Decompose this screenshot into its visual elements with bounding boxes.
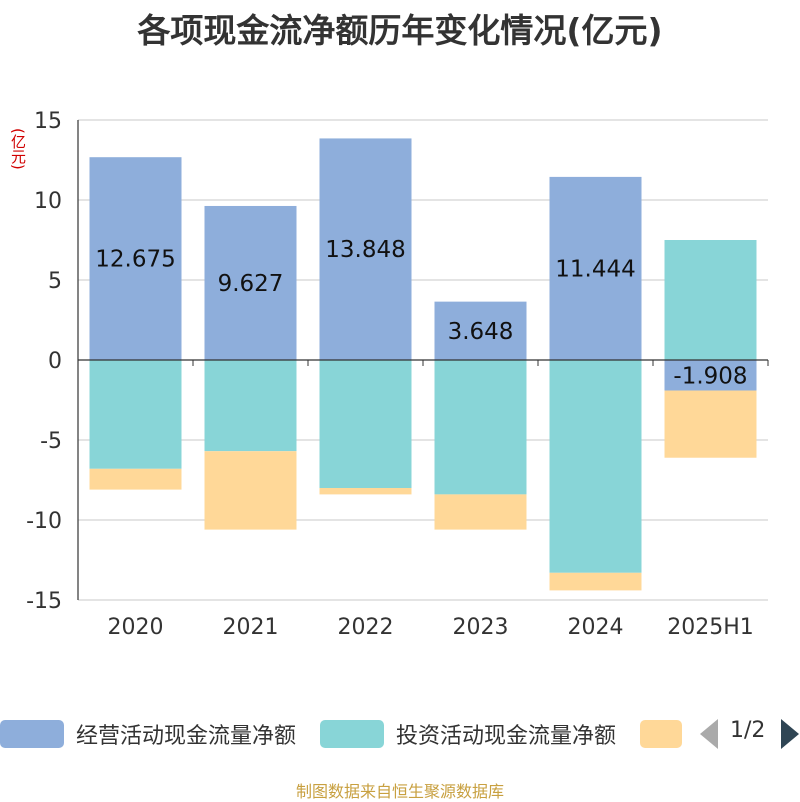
- legend-prev-page-icon[interactable]: [700, 719, 718, 749]
- legend-page-indicator: 1/2: [730, 718, 766, 743]
- x-tick-label: 2023: [453, 615, 509, 640]
- legend-label-operating: 经营活动现金流量净额: [76, 724, 297, 749]
- data-labels: 12.675 9.627 13.848 3.648 11.444 -1.908: [95, 237, 747, 389]
- data-label: 3.648: [448, 319, 514, 345]
- source-note: 制图数据来自恒生聚源数据库: [295, 782, 504, 801]
- data-label: -1.908: [673, 363, 747, 389]
- y-axis-unit-label: (亿元): [9, 128, 27, 170]
- y-tick-label: -10: [26, 509, 62, 534]
- bar-investing-2020: [89, 360, 182, 469]
- chart-title: 各项现金流净额历年变化情况(亿元): [137, 11, 663, 50]
- bar-operating-2025H1: [664, 360, 757, 391]
- bar-chart: -15 -10 -5 0 5 10 15 2020 2021 2022 2023 2024 2025H1…: [26, 109, 769, 640]
- data-label: 9.627: [218, 271, 284, 297]
- legend-item-third[interactable]: [640, 716, 682, 752]
- data-label: 11.444: [555, 256, 635, 282]
- x-tick-label: 2025H1: [667, 615, 754, 640]
- data-label: 13.848: [325, 237, 405, 263]
- bar-third-2022: [319, 488, 412, 495]
- y-tick-label: -15: [26, 589, 62, 614]
- legend-item-investing[interactable]: 投资活动现金流量净额: [320, 716, 616, 752]
- y-tick-label: 0: [48, 349, 62, 374]
- bar-third-2021: [204, 451, 297, 530]
- bar-investing-2023: [434, 360, 527, 495]
- bar-third-2024: [549, 572, 642, 591]
- bar-operating-2021: [204, 205, 297, 360]
- bar-operating-2023: [434, 301, 527, 360]
- x-tick-label: 2021: [223, 615, 279, 640]
- bar-third-2020: [89, 468, 182, 490]
- bar-operating-2024: [549, 176, 642, 360]
- legend-swatch-operating: [0, 720, 64, 748]
- legend-swatch-third: [640, 720, 682, 748]
- bar-third-2025H1: [664, 390, 757, 458]
- legend-next-page-icon[interactable]: [781, 719, 799, 749]
- bar-investing-2025H1: [664, 240, 757, 360]
- legend-item-operating[interactable]: 经营活动现金流量净额: [0, 716, 296, 752]
- x-tick-label: 2024: [568, 615, 624, 640]
- y-tick-label: -5: [40, 429, 62, 454]
- data-label: 12.675: [95, 247, 175, 273]
- bar-third-2023: [434, 494, 527, 530]
- y-tick-label: 15: [34, 109, 62, 134]
- bar-investing-2024: [549, 360, 642, 573]
- y-tick-label: 5: [48, 269, 62, 294]
- bars: [89, 138, 757, 591]
- legend-label-investing: 投资活动现金流量净额: [396, 724, 617, 749]
- legend-swatch-investing: [320, 720, 384, 748]
- axes: -15 -10 -5 0 5 10 15 2020 2021 2022 2023 2024 2025H1: [26, 109, 769, 640]
- bar-investing-2022: [319, 360, 412, 488]
- y-tick-label: 10: [34, 189, 62, 214]
- x-tick-label: 2022: [338, 615, 394, 640]
- bar-operating-2022: [319, 138, 412, 360]
- x-tick-label: 2020: [108, 615, 164, 640]
- bar-investing-2021: [204, 360, 297, 452]
- bar-operating-2020: [89, 157, 182, 360]
